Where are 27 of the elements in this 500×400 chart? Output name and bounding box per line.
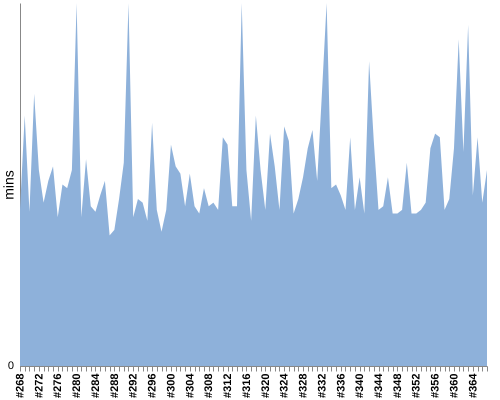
- x-tick-label: #324: [278, 372, 291, 398]
- x-tick-label: #276: [52, 374, 64, 398]
- x-tick-label: #304: [184, 372, 196, 398]
- x-tick-label: #344: [373, 372, 386, 398]
- x-tick-label: #316: [240, 374, 253, 398]
- x-tick-label: #300: [165, 374, 178, 398]
- x-tick-label: #328: [298, 374, 310, 398]
- x-tick-label: #336: [335, 374, 348, 398]
- text: 0: [8, 360, 14, 372]
- x-tick-label: #272: [33, 374, 46, 398]
- x-tick-label: #268: [14, 374, 26, 398]
- x-tick-label: #292: [128, 374, 140, 398]
- x-tick-label: #320: [260, 374, 272, 398]
- x-tick-label: #312: [222, 374, 234, 398]
- x-tick-label: #288: [108, 374, 121, 398]
- x-tick-label: #360: [448, 374, 460, 398]
- x-tick-label: #348: [392, 374, 404, 398]
- x-tick-label: #340: [354, 374, 366, 398]
- x-tick-label: #332: [316, 374, 328, 398]
- x-tick-label: #356: [430, 374, 442, 398]
- x-tick-label: #352: [410, 374, 423, 398]
- y-axis-title: mins: [0, 170, 16, 200]
- x-tick-label: #364: [467, 372, 480, 398]
- x-tick-label: #296: [146, 374, 159, 398]
- x-tick-label: #284: [90, 372, 102, 398]
- x-tick-label: #308: [203, 374, 216, 398]
- x-tick-label: #280: [71, 374, 84, 398]
